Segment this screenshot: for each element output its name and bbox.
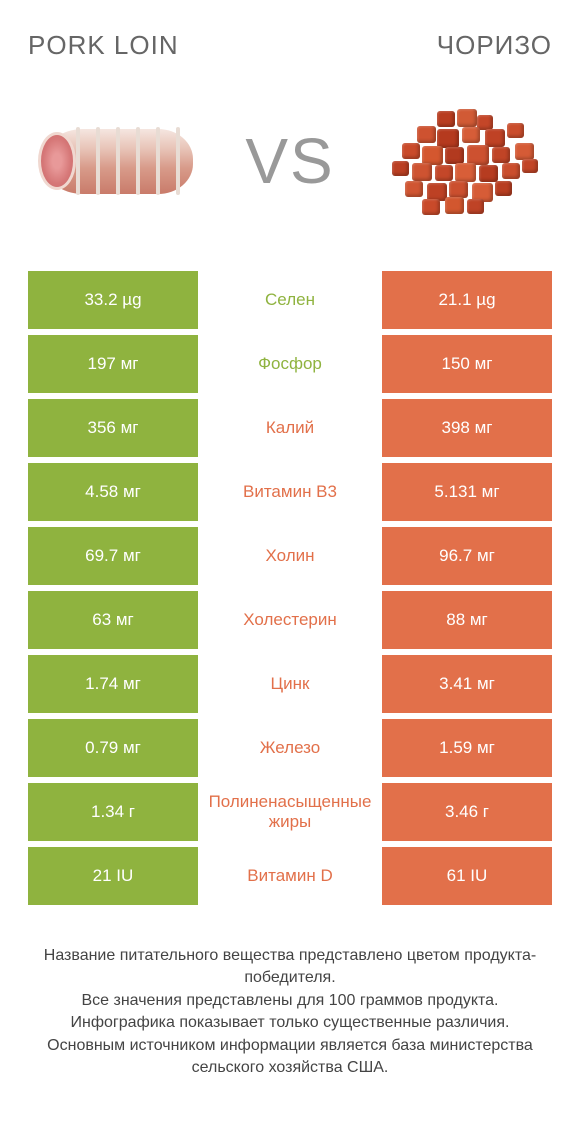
nutrient-comparison-table: 33.2 µgСелен21.1 µg 197 мгФосфор150 мг 356…: [28, 271, 552, 905]
nutrient-label: Витамин D: [198, 847, 382, 905]
left-value-cell: 69.7 мг: [28, 527, 198, 585]
nutrient-label: Витамин B3: [198, 463, 382, 521]
right-value-cell: 21.1 µg: [382, 271, 552, 329]
table-row: 356 мгКалий398 мг: [28, 399, 552, 457]
infographic-container: Pork loin ЧОРИЗО VS 33.2 µgСелен21.1 µg 1…: [0, 0, 580, 1079]
table-row: 197 мгФосфор150 мг: [28, 335, 552, 393]
left-product-title: Pork loin: [28, 30, 179, 61]
left-value-cell: 63 мг: [28, 591, 198, 649]
footer-description: Название питательного вещества представл…: [28, 945, 552, 1079]
left-value-cell: 21 IU: [28, 847, 198, 905]
chorizo-illustration: [372, 91, 552, 231]
header-row: Pork loin ЧОРИЗО: [28, 20, 552, 81]
table-row: 1.74 мгЦинк3.41 мг: [28, 655, 552, 713]
right-value-cell: 150 мг: [382, 335, 552, 393]
table-row: 1.34 гПолиненасыщенные жиры3.46 г: [28, 783, 552, 841]
right-value-cell: 3.46 г: [382, 783, 552, 841]
right-value-cell: 96.7 мг: [382, 527, 552, 585]
table-row: 4.58 мгВитамин B35.131 мг: [28, 463, 552, 521]
table-row: 33.2 µgСелен21.1 µg: [28, 271, 552, 329]
right-value-cell: 3.41 мг: [382, 655, 552, 713]
vs-label: VS: [245, 124, 334, 198]
nutrient-label: Цинк: [198, 655, 382, 713]
versus-row: VS: [28, 81, 552, 241]
left-value-cell: 197 мг: [28, 335, 198, 393]
left-value-cell: 4.58 мг: [28, 463, 198, 521]
left-value-cell: 33.2 µg: [28, 271, 198, 329]
nutrient-label: Холин: [198, 527, 382, 585]
table-row: 63 мгХолестерин88 мг: [28, 591, 552, 649]
right-value-cell: 88 мг: [382, 591, 552, 649]
right-value-cell: 5.131 мг: [382, 463, 552, 521]
right-value-cell: 61 IU: [382, 847, 552, 905]
nutrient-label: Калий: [198, 399, 382, 457]
nutrient-label: Холестерин: [198, 591, 382, 649]
nutrient-label: Фосфор: [198, 335, 382, 393]
left-value-cell: 356 мг: [28, 399, 198, 457]
table-row: 0.79 мгЖелезо1.59 мг: [28, 719, 552, 777]
nutrient-label: Железо: [198, 719, 382, 777]
right-product-title: ЧОРИЗО: [437, 30, 552, 61]
table-row: 21 IUВитамин D61 IU: [28, 847, 552, 905]
pork-loin-illustration: [28, 91, 208, 231]
left-value-cell: 0.79 мг: [28, 719, 198, 777]
table-row: 69.7 мгХолин96.7 мг: [28, 527, 552, 585]
left-value-cell: 1.34 г: [28, 783, 198, 841]
right-value-cell: 1.59 мг: [382, 719, 552, 777]
nutrient-label: Селен: [198, 271, 382, 329]
nutrient-label: Полиненасыщенные жиры: [198, 783, 382, 841]
right-value-cell: 398 мг: [382, 399, 552, 457]
left-value-cell: 1.74 мг: [28, 655, 198, 713]
